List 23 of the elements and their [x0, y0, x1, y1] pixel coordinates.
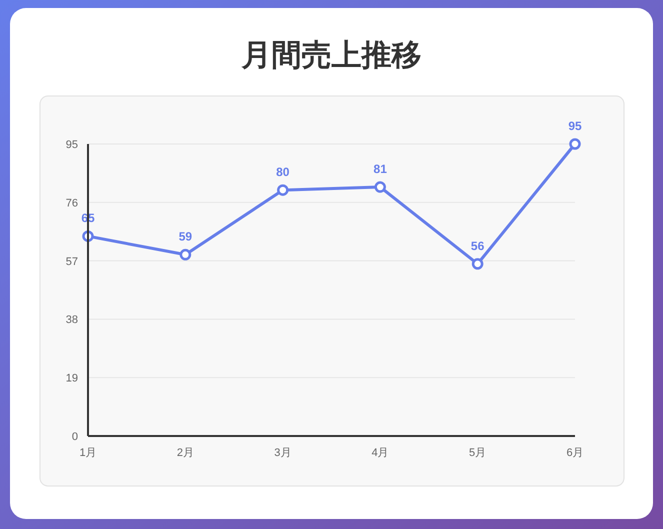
y-tick-label: 76	[66, 197, 78, 210]
point	[277, 184, 289, 196]
x-tick-label: 1月	[79, 447, 97, 459]
point	[374, 181, 386, 193]
x-tick-label: 5月	[469, 447, 486, 459]
y-tick-label: 38	[66, 314, 78, 326]
point	[472, 258, 484, 270]
data-label: 80	[276, 165, 290, 180]
x-tick-label: 2月	[176, 447, 194, 459]
x-tick-label: 6月	[566, 447, 584, 459]
x-tick-label: 3月	[274, 447, 292, 459]
y-tick-label: 0	[72, 431, 78, 443]
data-label: 59	[178, 230, 192, 244]
y-tick-label: 19	[66, 372, 78, 385]
chart-title: 月間売上推移	[240, 39, 422, 72]
point	[180, 248, 192, 260]
data-label: 56	[470, 238, 485, 253]
point	[569, 138, 581, 150]
y-tick-label: 95	[66, 139, 78, 151]
x-tick-label: 4月	[372, 447, 389, 459]
y-tick-label: 57	[66, 256, 78, 268]
data-label: 81	[374, 162, 388, 176]
data-label: 95	[568, 119, 582, 133]
